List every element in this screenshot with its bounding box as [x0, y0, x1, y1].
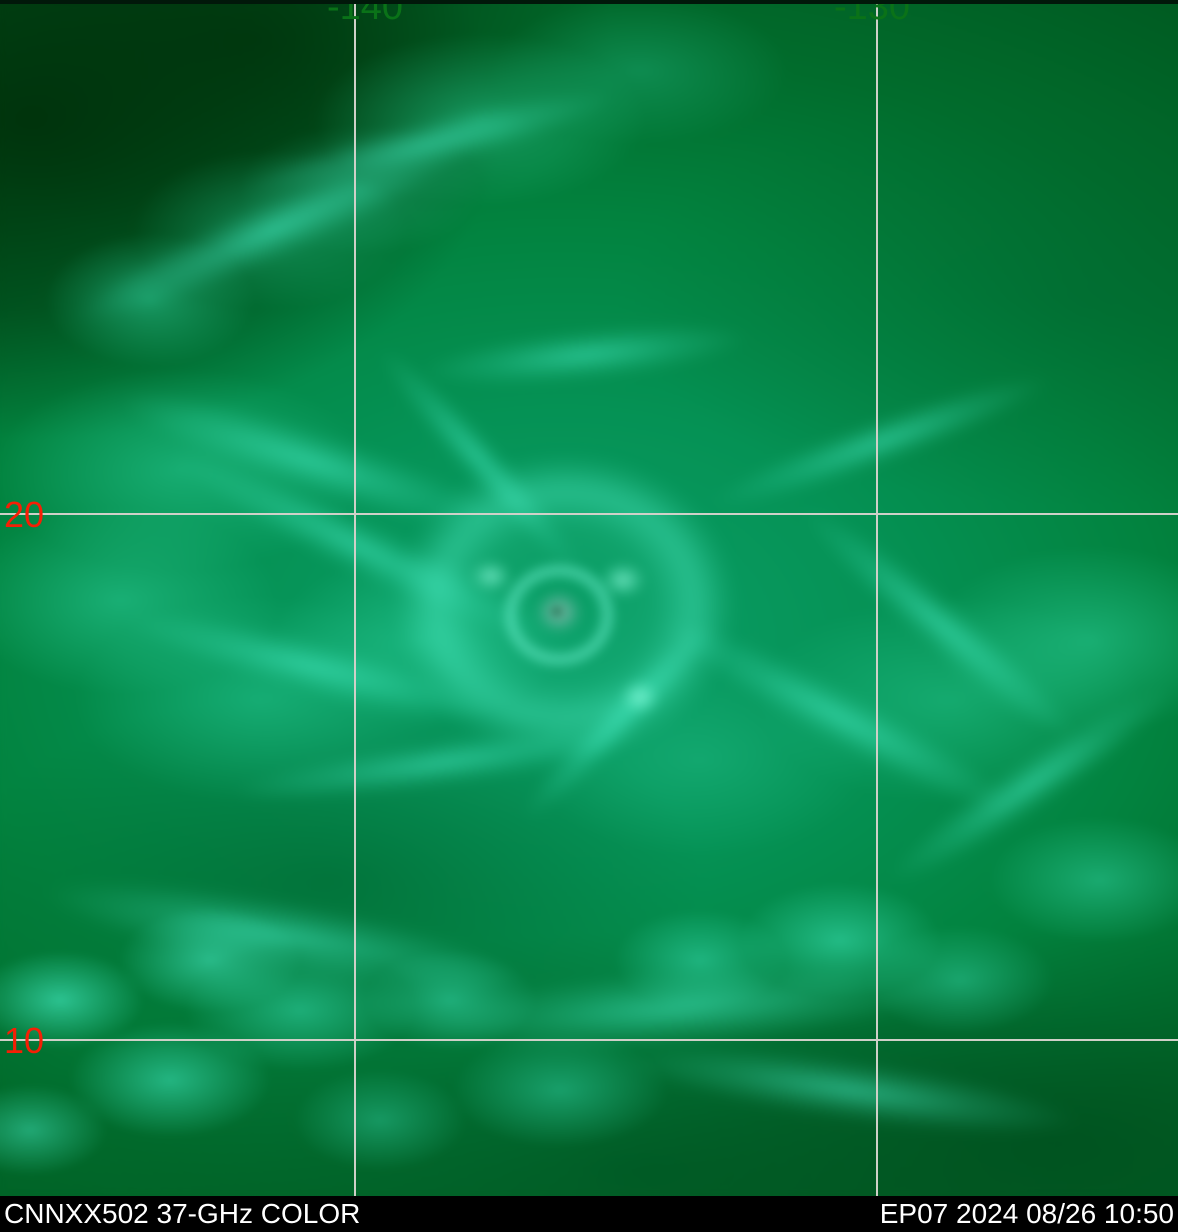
- longitude-label-130w: -130: [834, 0, 911, 28]
- image-top-border: [0, 0, 1178, 4]
- longitude-gridline-140w: [354, 0, 356, 1196]
- pixel-interpolation-overlay: [0, 0, 1178, 1196]
- longitude-gridline-130w: [876, 0, 878, 1196]
- latitude-label-10n: 10: [4, 1020, 45, 1061]
- lat-lon-graticule: 20 10 -140 -130: [0, 0, 1178, 1196]
- caption-bar: CNNXX502 37-GHz COLOR EP07 2024 08/26 10…: [0, 1196, 1178, 1232]
- satellite-image-canvas[interactable]: 20 10 -140 -130: [0, 0, 1178, 1196]
- latitude-gridline-10n: [0, 1039, 1178, 1041]
- product-caption-left: CNNXX502 37-GHz COLOR: [4, 1198, 361, 1229]
- longitude-label-140w: -140: [327, 0, 404, 28]
- latitude-label-20n: 20: [4, 494, 45, 535]
- latitude-gridline-20n: [0, 513, 1178, 515]
- product-caption-right: EP07 2024 08/26 10:50: [879, 1198, 1174, 1229]
